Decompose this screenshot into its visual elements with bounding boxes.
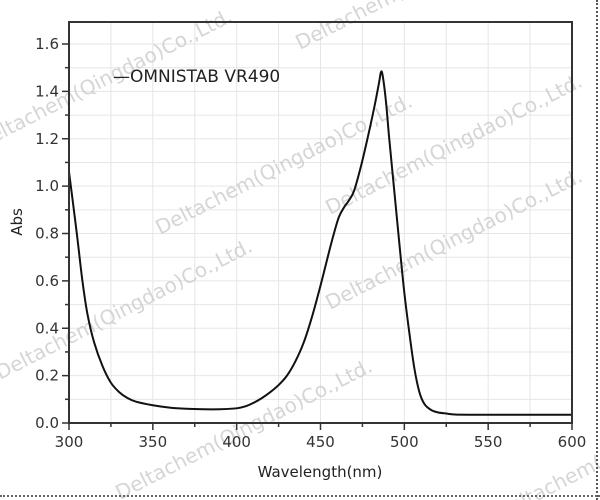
y-tick-label: 0.8 <box>35 225 59 243</box>
y-tick-label: 1.2 <box>35 130 59 148</box>
x-axis-label: Wavelength(nm) <box>258 463 383 481</box>
series-line <box>68 70 572 416</box>
y-tick-label: 0.6 <box>35 272 59 290</box>
x-tick-label: 550 <box>474 433 503 451</box>
y-tick-label: 0.0 <box>35 414 59 432</box>
legend-entry: —OMNISTAB VR490 <box>113 67 280 87</box>
y-axis-ticks: 0.0 0.2 0.4 0.6 0.8 1.0 1.2 1.4 1.6 <box>35 35 69 432</box>
x-tick-label: 350 <box>139 433 168 451</box>
y-tick-label: 1.6 <box>35 35 59 53</box>
image-edge-bottom <box>0 495 600 497</box>
x-tick-label: 500 <box>390 433 419 451</box>
y-tick-label: 1.0 <box>35 177 59 195</box>
image-edge-right <box>596 0 598 500</box>
y-tick-label: 0.4 <box>35 319 59 337</box>
x-axis-ticks: 300 350 400 450 500 550 600 <box>55 423 587 451</box>
x-tick-label: 400 <box>222 433 251 451</box>
data-series <box>68 70 572 416</box>
grid-lines <box>68 22 573 424</box>
y-axis-label: Abs <box>8 208 26 236</box>
x-tick-label: 300 <box>55 433 84 451</box>
x-tick-label: 600 <box>558 433 587 451</box>
y-tick-label: 1.4 <box>35 82 59 100</box>
legend: —OMNISTAB VR490 <box>113 67 280 87</box>
x-tick-label: 450 <box>306 433 335 451</box>
y-tick-label: 0.2 <box>35 367 59 385</box>
